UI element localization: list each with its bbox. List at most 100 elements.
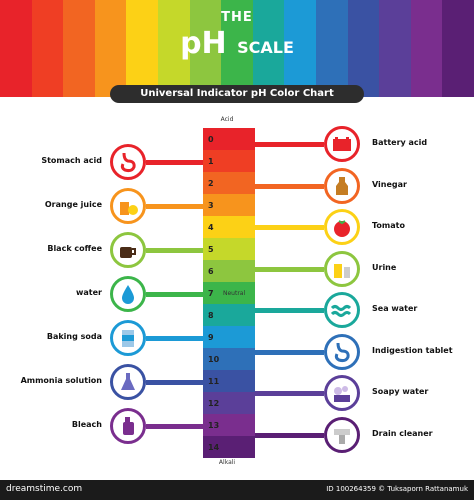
banner-stripe bbox=[284, 0, 316, 97]
sea-water-icon bbox=[330, 298, 354, 326]
right-item-label: Urine bbox=[372, 262, 397, 272]
battery-icon bbox=[330, 132, 354, 160]
banner-stripe bbox=[126, 0, 158, 97]
left-item-label: Orange juice bbox=[44, 200, 102, 209]
left-item-circle bbox=[110, 408, 146, 444]
ph-segment-14 bbox=[203, 436, 255, 458]
title-ph-scale: pH SCALE bbox=[0, 26, 474, 61]
ph-segment-11 bbox=[203, 370, 255, 392]
banner-stripe bbox=[0, 0, 32, 97]
ph-number: 3 bbox=[208, 201, 214, 210]
footer-brand: dreamstime.com bbox=[6, 484, 83, 494]
left-item-circle bbox=[110, 276, 146, 312]
ph-number: 14 bbox=[208, 443, 220, 452]
ph-number: 11 bbox=[208, 377, 220, 386]
banner-stripe bbox=[442, 0, 474, 97]
ph-segment-0 bbox=[203, 128, 255, 150]
right-item-circle bbox=[324, 167, 360, 204]
banner-stripe bbox=[379, 0, 411, 97]
right-item-circle bbox=[324, 126, 360, 162]
ph-number: 2 bbox=[208, 179, 214, 188]
ph-number: 1 bbox=[208, 157, 214, 166]
stomach-icon bbox=[116, 150, 140, 178]
ph-number: 6 bbox=[208, 267, 214, 276]
left-item-label: Stomach acid bbox=[41, 156, 102, 165]
ph-number: 9 bbox=[208, 333, 214, 342]
left-item-circle bbox=[110, 320, 146, 356]
right-connector-line bbox=[255, 142, 324, 147]
left-connector-line bbox=[146, 160, 203, 165]
banner-stripe bbox=[31, 0, 64, 97]
right-connector-line bbox=[255, 183, 324, 189]
left-item-label: Baking soda bbox=[46, 332, 102, 341]
right-item-label: Vinegar bbox=[372, 179, 407, 189]
banner-stripe bbox=[157, 0, 190, 97]
left-connector-line bbox=[146, 292, 203, 297]
ph-segment-4 bbox=[203, 216, 255, 238]
left-item-circle bbox=[110, 188, 146, 224]
chart-subtitle: Universal Indicator pH Color Chart bbox=[110, 85, 364, 103]
right-connector-line bbox=[255, 391, 324, 396]
vinegar-icon bbox=[330, 174, 354, 202]
ph-number: 8 bbox=[208, 311, 214, 320]
left-connector-line bbox=[146, 248, 203, 253]
right-item-circle bbox=[324, 416, 360, 453]
ph-number: 5 bbox=[208, 245, 214, 254]
left-item-label: Bleach bbox=[71, 420, 102, 429]
ph-segment-8 bbox=[203, 304, 255, 326]
ph-segment-12 bbox=[203, 392, 255, 414]
right-item-label: Soapy water bbox=[372, 387, 429, 396]
banner-stripe bbox=[252, 0, 285, 97]
banner-stripe bbox=[221, 0, 253, 97]
left-connector-line bbox=[146, 424, 203, 429]
banner-stripe bbox=[94, 0, 127, 97]
title-scale: SCALE bbox=[237, 38, 294, 57]
ph-segment-3 bbox=[203, 194, 255, 216]
ph-segment-6 bbox=[203, 260, 255, 282]
footer-id: ID 100264359 © Tuksaporn Rattanamuk bbox=[326, 485, 468, 493]
soapy-water-icon bbox=[330, 381, 354, 409]
alkali-label: Alkali bbox=[218, 459, 236, 466]
right-item-circle bbox=[324, 375, 360, 411]
rainbow-banner bbox=[0, 0, 474, 97]
left-item-label: Black coffee bbox=[47, 244, 102, 253]
juice-icon bbox=[116, 194, 140, 222]
left-connector-line bbox=[146, 380, 203, 385]
water-drop-icon bbox=[116, 282, 140, 310]
acid-label: Acid bbox=[220, 116, 234, 123]
right-connector-line bbox=[255, 349, 324, 355]
right-item-circle bbox=[324, 292, 360, 328]
title-the: THE bbox=[221, 10, 253, 25]
right-item-circle bbox=[324, 250, 360, 287]
right-connector-line bbox=[255, 308, 324, 313]
right-connector-line bbox=[255, 432, 324, 438]
right-connector-line bbox=[255, 266, 324, 272]
ph-number: 4 bbox=[208, 223, 214, 232]
ph-segment-13 bbox=[203, 414, 255, 436]
urine-icon bbox=[330, 257, 354, 285]
banner-stripe bbox=[410, 0, 443, 97]
left-connector-line bbox=[146, 336, 203, 341]
right-item-label: Battery acid bbox=[372, 138, 428, 147]
left-connector-line bbox=[146, 204, 203, 209]
right-item-label: Tomato bbox=[372, 221, 405, 230]
left-item-circle bbox=[110, 364, 146, 400]
ph-segment-10 bbox=[203, 348, 255, 370]
ph-number: 12 bbox=[208, 399, 220, 408]
banner-stripe bbox=[315, 0, 348, 97]
right-item-label: Sea water bbox=[372, 304, 418, 313]
bleach-bottle-icon bbox=[116, 414, 140, 442]
left-item-label: Ammonia solution bbox=[20, 376, 102, 385]
tomato-icon bbox=[330, 215, 354, 243]
title-ph: pH bbox=[180, 26, 227, 61]
left-item-circle bbox=[110, 144, 146, 180]
footer-bar: dreamstime.com ID 100264359 © Tuksaporn … bbox=[0, 480, 474, 500]
flask-icon bbox=[116, 370, 140, 398]
right-item-label: Drain cleaner bbox=[372, 428, 433, 438]
coffee-icon bbox=[116, 238, 140, 266]
left-item-circle bbox=[110, 232, 146, 268]
banner-stripe bbox=[347, 0, 380, 97]
ph-number: 0 bbox=[208, 135, 214, 144]
ph-number: 13 bbox=[208, 421, 220, 430]
drain-icon bbox=[330, 423, 354, 451]
